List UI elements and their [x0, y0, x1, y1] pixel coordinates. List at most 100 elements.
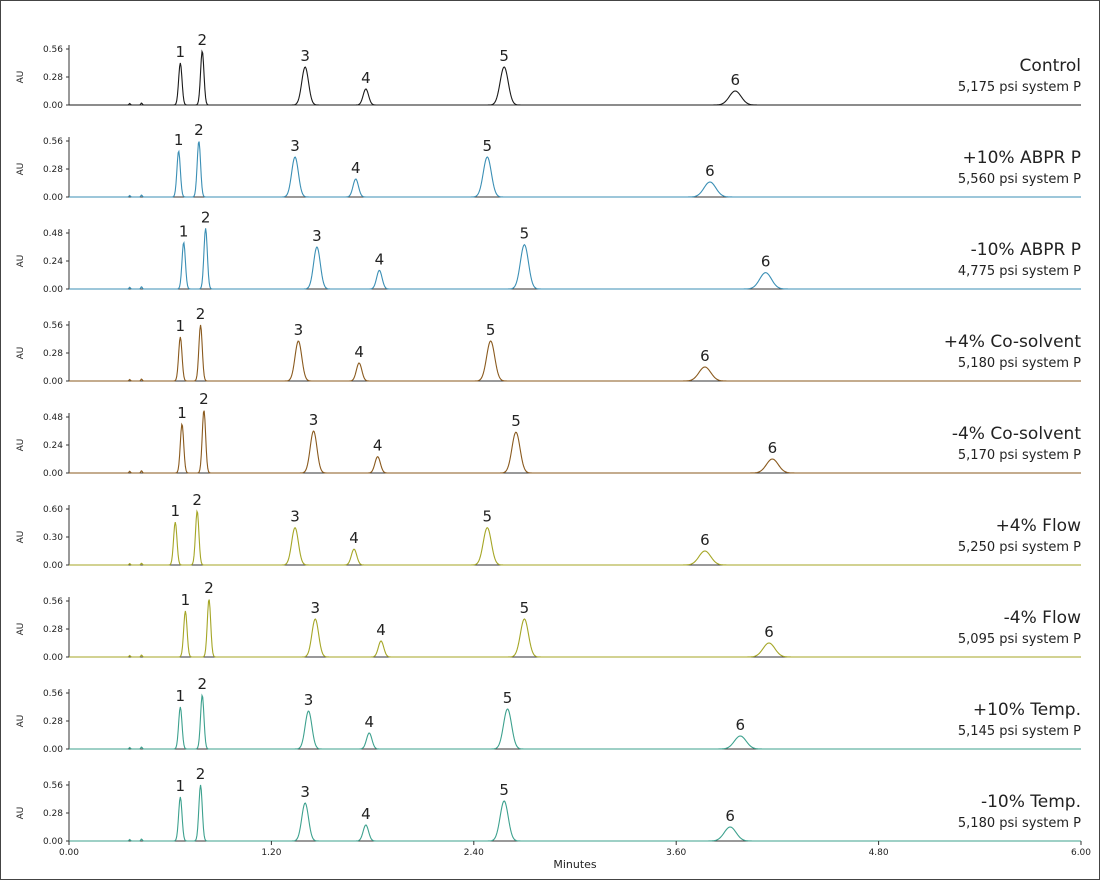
y-tick-label: 0.56: [43, 689, 63, 699]
panel-subtitle: 5,175 psi system P: [958, 80, 1081, 95]
x-tick-label: 3.60: [666, 848, 686, 858]
peak-label: 4: [361, 69, 371, 87]
peak-label: 3: [300, 783, 310, 801]
peak-label: 2: [197, 31, 207, 49]
peak-label: 6: [761, 253, 771, 271]
peak-label: 6: [725, 807, 735, 825]
y-tick-label: 0.56: [43, 781, 63, 791]
y-tick-label: 0.56: [43, 597, 63, 607]
peak-label: 6: [764, 623, 774, 641]
x-tick-label: 0.00: [59, 848, 79, 858]
peak-label: 6: [705, 162, 715, 180]
x-tick-label: 4.80: [869, 848, 889, 858]
panel-subtitle: 5,180 psi system P: [958, 816, 1081, 831]
peak-label: 2: [192, 491, 202, 509]
peak-label: 2: [201, 208, 211, 226]
chromatogram-trace: [69, 693, 1081, 750]
peak-label: 3: [304, 691, 314, 709]
x-axis-label: Minutes: [553, 858, 597, 871]
y-axis-label: AU: [16, 623, 26, 636]
y-tick-label: 0.28: [43, 717, 63, 727]
chromatogram-trace: [69, 141, 1081, 198]
y-tick-label: 0.00: [43, 561, 63, 571]
y-tick-label: 0.00: [43, 745, 63, 755]
peak-label: 5: [503, 689, 513, 707]
y-tick-label: 0.28: [43, 809, 63, 819]
panel-title: +10% Temp.: [973, 700, 1081, 720]
x-tick-label: 6.00: [1071, 848, 1091, 858]
panel-subtitle: 5,180 psi system P: [958, 356, 1081, 371]
panel-title: Control: [1020, 56, 1081, 76]
peak-label: 5: [511, 412, 521, 430]
peak-label: 1: [174, 131, 184, 149]
y-tick-label: 0.56: [43, 45, 63, 55]
chromatogram-trace: [69, 228, 1081, 290]
peak-label: 2: [199, 390, 209, 408]
y-tick-label: 0.28: [43, 73, 63, 83]
chromatogram-trace: [69, 410, 1081, 474]
peak-label: 5: [520, 225, 530, 243]
peak-label: 1: [176, 43, 186, 61]
y-axis-label: AU: [16, 71, 26, 84]
y-axis-label: AU: [16, 347, 26, 360]
peak-label: 4: [354, 343, 364, 361]
peak-label: 1: [179, 222, 189, 240]
peak-label: 1: [170, 502, 180, 520]
peak-label: 5: [499, 47, 509, 65]
panel-title: +4% Co-solvent: [944, 332, 1082, 352]
peak-label: 6: [700, 531, 710, 549]
y-tick-label: 0.30: [43, 533, 63, 543]
peak-label: 4: [364, 713, 374, 731]
y-tick-label: 0.28: [43, 165, 63, 175]
peak-label: 2: [196, 305, 206, 323]
panel-title: +10% ABPR P: [963, 148, 1081, 168]
peak-label: 4: [349, 529, 359, 547]
y-tick-label: 0.24: [43, 257, 63, 267]
chromatogram-trace: [69, 599, 1081, 658]
chromatogram-trace: [69, 49, 1081, 106]
peak-label: 2: [196, 765, 206, 783]
x-tick-label: 2.40: [464, 848, 484, 858]
peak-label: 6: [700, 347, 710, 365]
panel-title: -10% Temp.: [981, 792, 1081, 812]
y-tick-label: 0.00: [43, 193, 63, 203]
panel-subtitle: 5,170 psi system P: [958, 448, 1081, 463]
peak-label: 3: [309, 411, 319, 429]
y-axis-label: AU: [16, 531, 26, 544]
y-tick-label: 0.00: [43, 377, 63, 387]
y-tick-label: 0.00: [43, 101, 63, 111]
panel-subtitle: 5,095 psi system P: [958, 632, 1081, 647]
y-tick-label: 0.00: [43, 653, 63, 663]
peak-label: 3: [300, 47, 310, 65]
peak-label: 3: [310, 599, 320, 617]
chromatogram-trace: [69, 784, 1081, 842]
peak-label: 2: [197, 675, 207, 693]
peak-label: 5: [483, 508, 493, 526]
y-tick-label: 0.28: [43, 349, 63, 359]
y-tick-label: 0.00: [43, 285, 63, 295]
y-axis-label: AU: [16, 715, 26, 728]
peak-label: 5: [483, 137, 493, 155]
y-axis-label: AU: [16, 163, 26, 176]
panel-subtitle: 5,250 psi system P: [958, 540, 1081, 555]
y-tick-label: 0.56: [43, 137, 63, 147]
y-tick-label: 0.56: [43, 321, 63, 331]
chromatogram-trace: [69, 509, 1081, 566]
peak-label: 4: [375, 250, 385, 268]
panel-subtitle: 5,145 psi system P: [958, 724, 1081, 739]
peak-label: 4: [351, 159, 361, 177]
peak-label: 6: [730, 71, 740, 89]
y-tick-label: 0.00: [43, 837, 63, 847]
peak-label: 1: [181, 591, 191, 609]
panel-title: +4% Flow: [996, 516, 1082, 536]
y-axis-label: AU: [16, 255, 26, 268]
peak-label: 4: [373, 437, 383, 455]
panel-title: -4% Flow: [1004, 608, 1081, 628]
peak-label: 3: [290, 508, 300, 526]
y-axis-label: AU: [16, 439, 26, 452]
peak-label: 1: [176, 777, 186, 795]
peak-label: 6: [736, 716, 746, 734]
peak-label: 5: [486, 321, 496, 339]
